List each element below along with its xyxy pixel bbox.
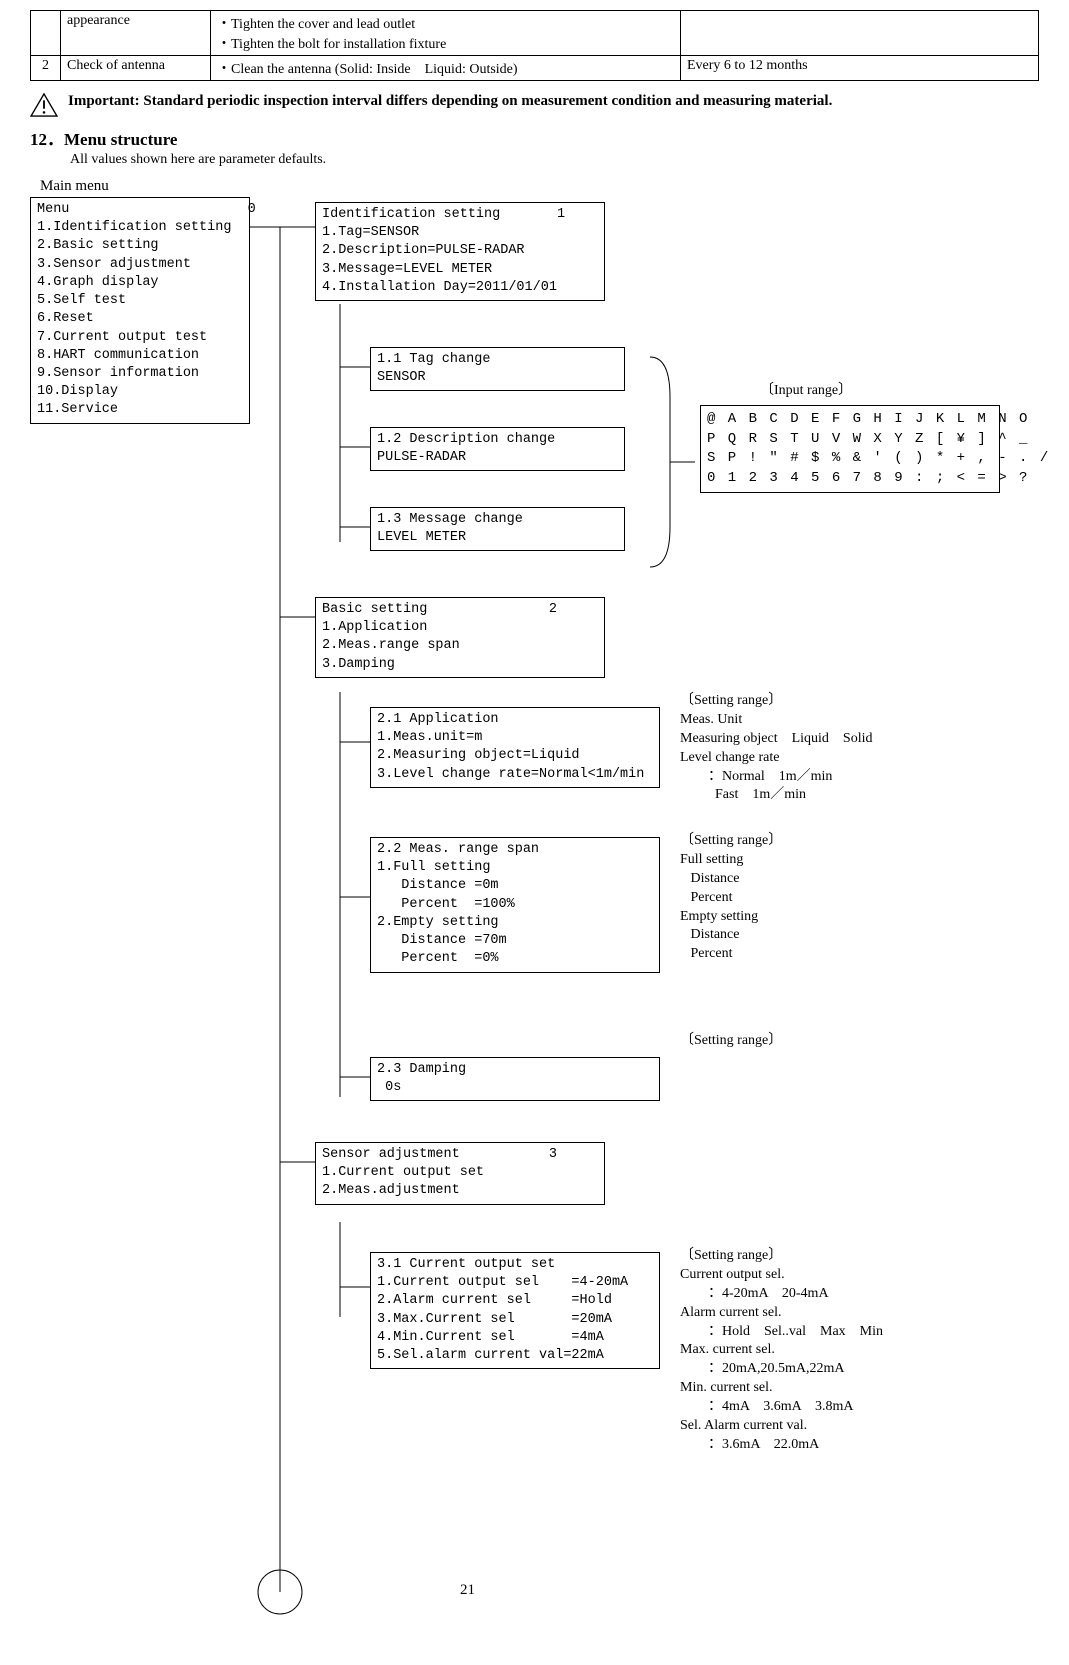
box-2-3: 2.3 Damping 0s xyxy=(370,1057,660,1101)
box-1-3: 1.3 Message change LEVEL METER xyxy=(370,507,625,551)
section-title: Menu structure xyxy=(64,130,177,149)
page-number: 21 xyxy=(460,1582,475,1599)
box-basic-2: Basic setting 2 1.Application 2.Meas.ran… xyxy=(315,597,605,678)
cell-item: Check of antenna xyxy=(61,56,211,81)
note-2-2: 〔Setting range〕 Full setting Distance Pe… xyxy=(680,832,782,964)
section-number: 12． xyxy=(30,130,64,149)
input-range-label: 〔Input range〕 xyxy=(760,382,852,401)
character-input-table: @ A B C D E F G H I J K L M N O P Q R S … xyxy=(700,405,1000,493)
cell-line: ・Tighten the bolt for installation fixtu… xyxy=(217,33,674,53)
cell-freq: Every 6 to 12 months xyxy=(681,56,1039,81)
box-1-1: 1.1 Tag change SENSOR xyxy=(370,347,625,391)
box-3-1: 3.1 Current output set 1.Current output … xyxy=(370,1252,660,1369)
cell-desc: ・Clean the antenna (Solid: Inside Liquid… xyxy=(211,56,681,81)
table-row: appearance ・Tighten the cover and lead o… xyxy=(31,11,1039,56)
warning-block: Important: Standard periodic inspection … xyxy=(30,93,1039,117)
section-subtext: All values shown here are parameter defa… xyxy=(70,152,1039,168)
warning-triangle-icon xyxy=(30,93,58,117)
table-row: 2 Check of antenna ・Clean the antenna (S… xyxy=(31,56,1039,81)
box-2-1: 2.1 Application 1.Meas.unit=m 2.Measurin… xyxy=(370,707,660,788)
cell-line: ・Tighten the cover and lead outlet xyxy=(217,13,674,33)
cell-num: 2 xyxy=(31,56,61,81)
cell-freq xyxy=(681,11,1039,56)
note-3-1: 〔Setting range〕 Current output sel. ：4-2… xyxy=(680,1247,883,1455)
box-2-2: 2.2 Meas. range span 1.Full setting Dist… xyxy=(370,837,660,973)
menu-structure-diagram: Menu 0 1.Identification setting 2.Basic … xyxy=(30,197,1030,1627)
box-1-2: 1.2 Description change PULSE-RADAR xyxy=(370,427,625,471)
note-2-3: 〔Setting range〕 xyxy=(680,1032,782,1051)
box-id-1: Identification setting 1 1.Tag=SENSOR 2.… xyxy=(315,202,605,301)
main-menu-label: Main menu xyxy=(40,178,1039,195)
section-heading: 12．Menu structure xyxy=(30,125,1039,150)
cell-desc: ・Tighten the cover and lead outlet ・Tigh… xyxy=(211,11,681,56)
cell-item: appearance xyxy=(61,11,211,56)
box-sensor-3: Sensor adjustment 3 1.Current output set… xyxy=(315,1142,605,1205)
note-2-1: 〔Setting range〕 Meas. Unit Measuring obj… xyxy=(680,692,872,805)
box-menu-0: Menu 0 1.Identification setting 2.Basic … xyxy=(30,197,250,424)
warning-text: Important: Standard periodic inspection … xyxy=(68,93,832,110)
inspection-table: appearance ・Tighten the cover and lead o… xyxy=(30,10,1039,81)
cell-num xyxy=(31,11,61,56)
